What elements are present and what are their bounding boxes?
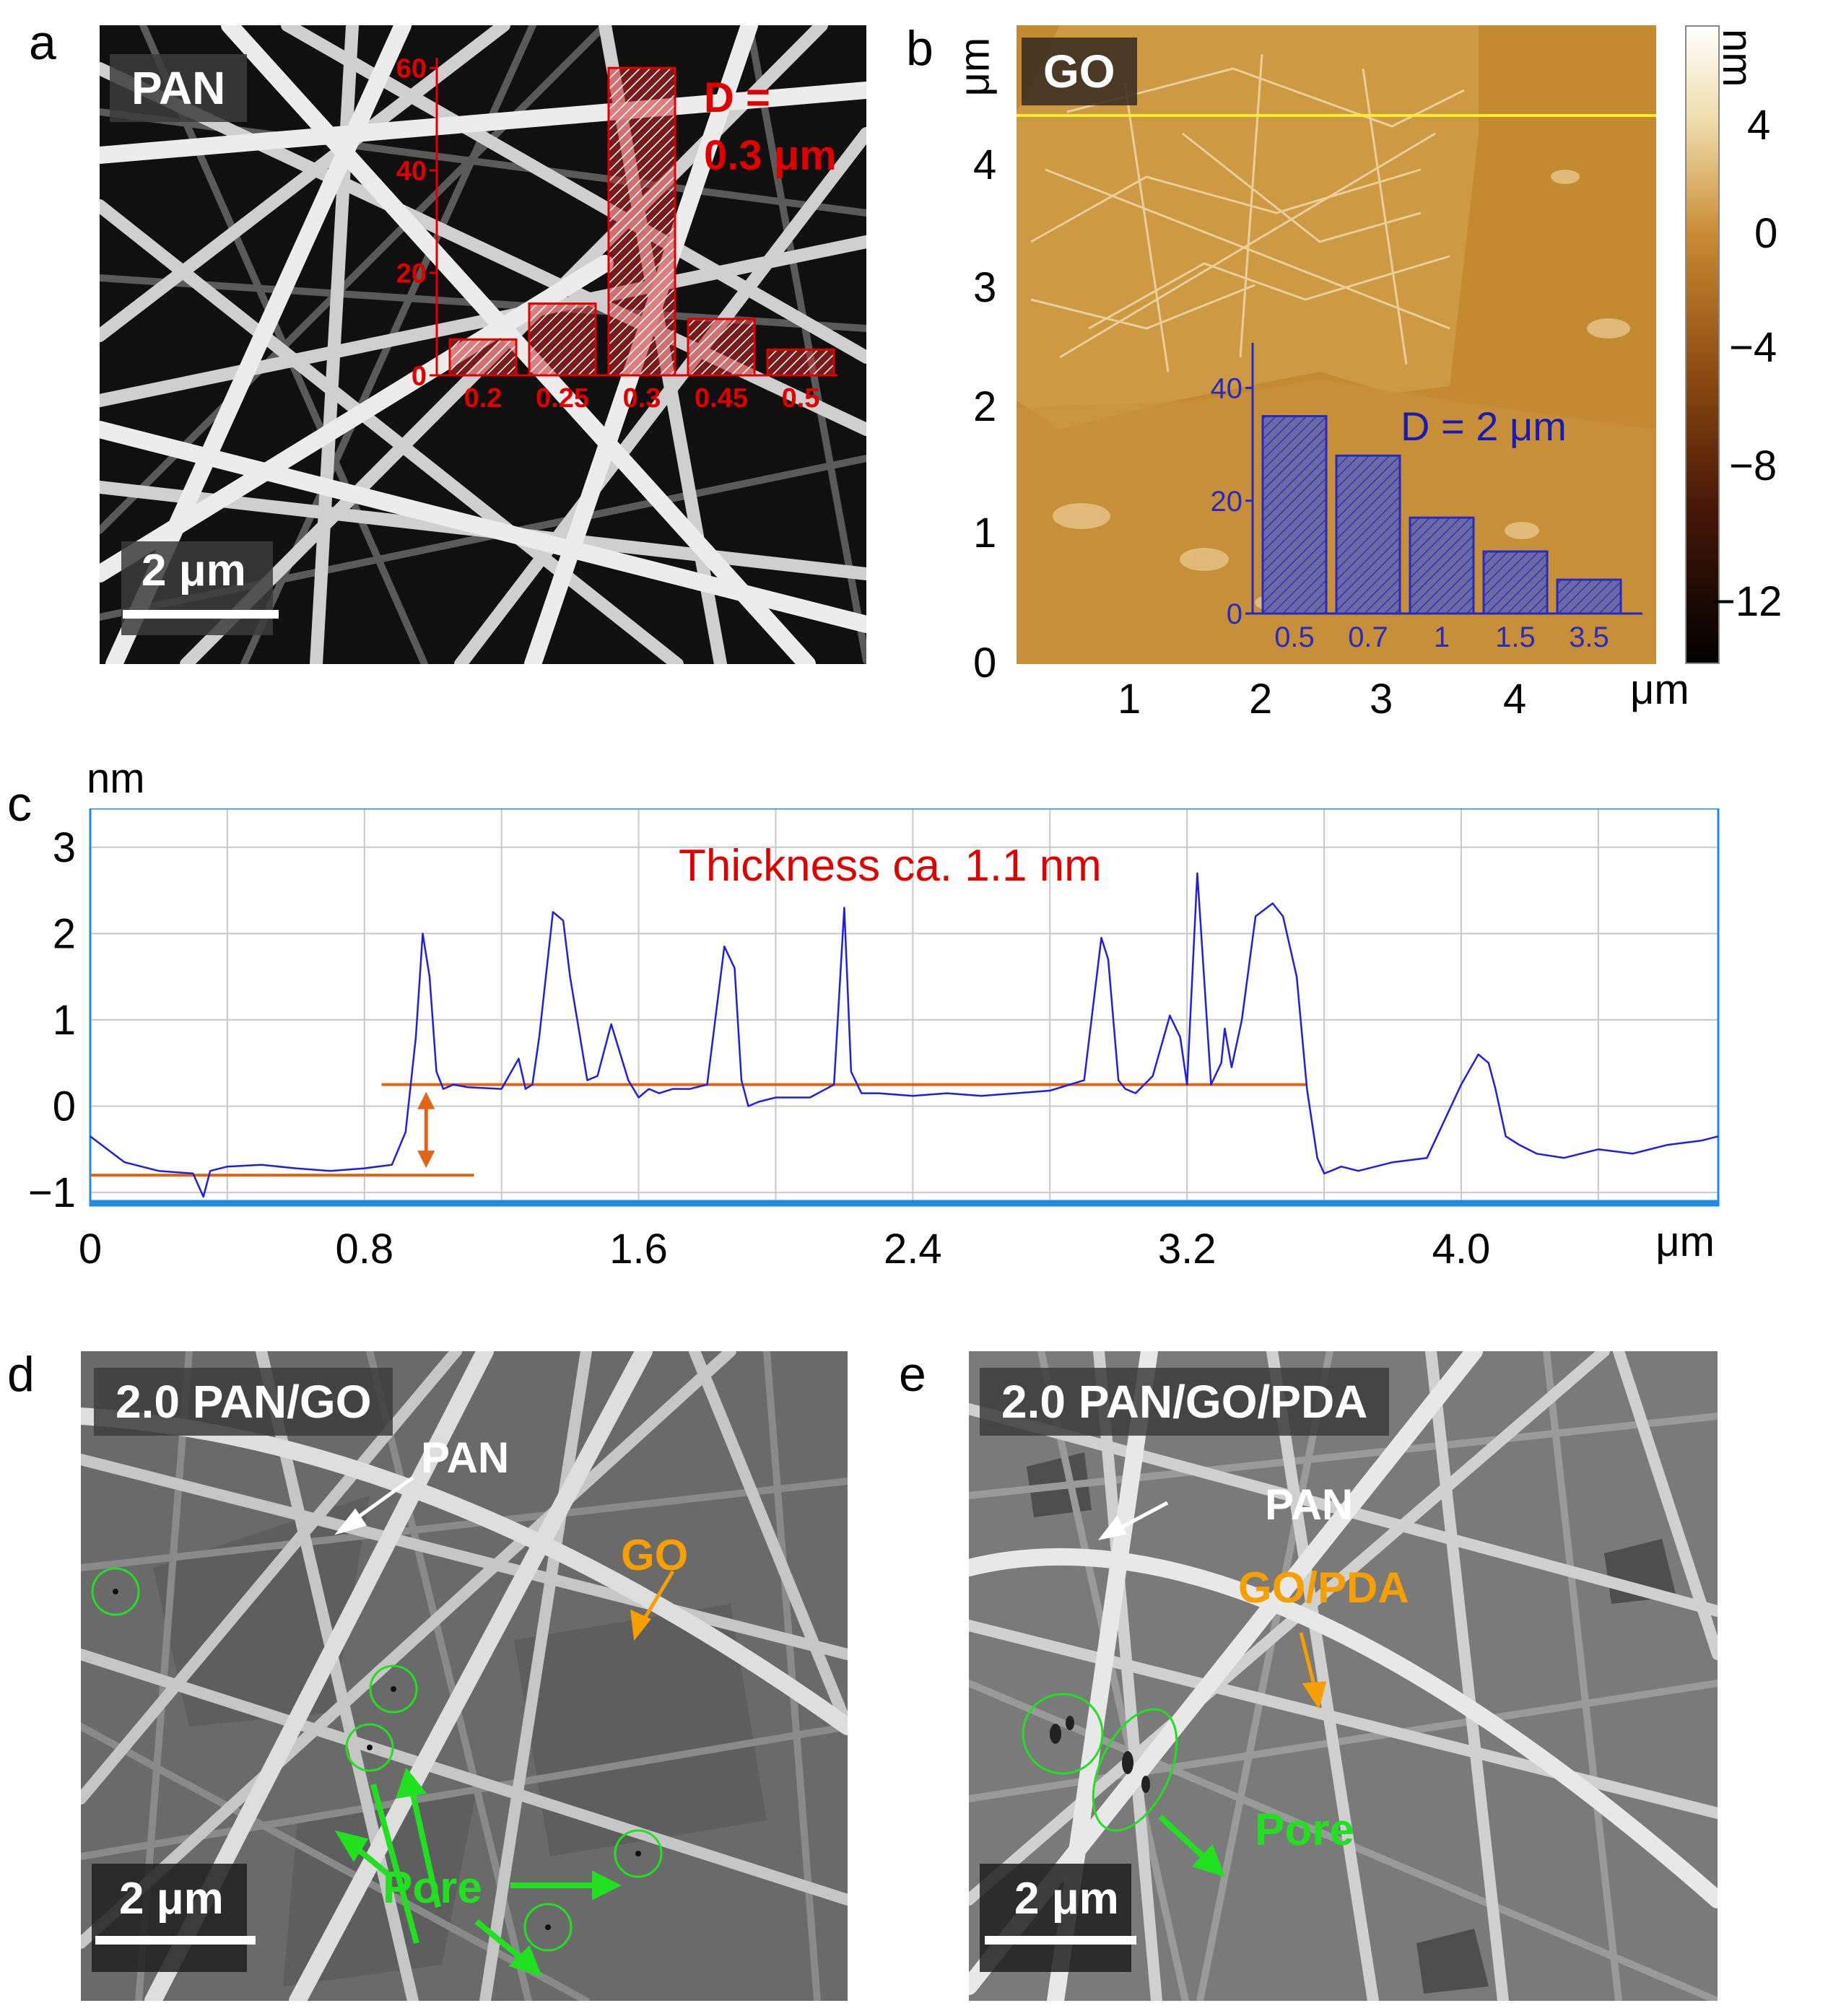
inset-bar xyxy=(766,349,835,377)
panel-b-colorbar-tick: −12 xyxy=(1711,578,1783,625)
inset-x-tick-label: 0.5 xyxy=(782,383,820,414)
profile-y-tick-label: 1 xyxy=(53,997,76,1044)
profile-x-tick-label: 0.8 xyxy=(335,1226,393,1273)
inset-bar xyxy=(1409,516,1475,615)
panel-e-letter: e xyxy=(899,1347,926,1402)
inset-x-tick-label: 1 xyxy=(1434,621,1450,653)
inset-y-tick-label: 40 xyxy=(1211,373,1243,405)
inset-y-tick-label: 20 xyxy=(1211,486,1243,518)
panel-b-colorbar-tick: −8 xyxy=(1729,442,1777,489)
panel-a-letter: a xyxy=(29,15,56,70)
panel-e-label: 2.0 PAN/GO/PDA xyxy=(980,1368,1390,1436)
panel-b-y-tick: 1 xyxy=(973,510,997,557)
panel-b-y-tick: 2 xyxy=(973,383,997,430)
inset-y-tick-label: 20 xyxy=(396,258,427,289)
panel-b-colorbar xyxy=(1685,25,1720,664)
panel-e-pore-label: Pore xyxy=(1255,1805,1354,1855)
panel-a-inset-annotation-line2: 0.3 μm xyxy=(704,132,837,179)
panel-b-y-unit: μm xyxy=(951,37,998,97)
panel-d-scale-bar-label: 2 μm xyxy=(119,1874,224,1924)
inset-x-tick-label: 3.5 xyxy=(1569,621,1609,653)
panel-b-y-tick: 3 xyxy=(973,264,997,311)
inset-bar xyxy=(1556,578,1622,615)
profile-x-tick-label: 4.0 xyxy=(1432,1226,1491,1273)
panel-b-colorbar-tick: −4 xyxy=(1729,324,1777,371)
panel-e-sem-image xyxy=(969,1351,1718,2001)
panel-b-afm-image xyxy=(1017,25,1656,664)
inset-y-tick-label: 0 xyxy=(412,361,427,391)
panel-b-colorbar-tick: 4 xyxy=(1747,102,1771,149)
profile-thickness-arrowhead xyxy=(417,1091,435,1109)
panel-d-pan-label: PAN xyxy=(421,1434,510,1482)
inset-x-tick-label: 0.45 xyxy=(695,383,748,414)
inset-bar xyxy=(1335,454,1401,615)
panel-b-x-tick: 2 xyxy=(1249,676,1273,723)
inset-y-tick-label: 0 xyxy=(1227,598,1242,630)
panel-b-label: GO xyxy=(1022,38,1137,105)
panel-d-label: 2.0 PAN/GO xyxy=(94,1368,393,1436)
inset-x-tick-label: 0.3 xyxy=(623,383,661,414)
panel-d-pore-label: Pore xyxy=(383,1863,482,1913)
panel-c-y-unit: nm xyxy=(87,755,145,802)
panel-b-inset-histogram: 0 20 40 0.5 0.7 1 1.5 3.5 D = 2 μm xyxy=(1211,343,1642,653)
profile-x-tick-label: 1.6 xyxy=(609,1226,668,1273)
profile-y-tick-label: 0 xyxy=(53,1083,76,1130)
profile-y-tick-label: 3 xyxy=(53,824,76,871)
panel-b-y-tick: 4 xyxy=(973,141,997,188)
inset-y-tick-label: 60 xyxy=(396,53,427,84)
profile-x-tick-label: 0 xyxy=(79,1226,102,1273)
panel-a-label: PAN xyxy=(110,54,248,122)
profile-x-unit: μm xyxy=(1655,1218,1715,1265)
panel-b-colorbar-tick: 0 xyxy=(1754,210,1778,257)
panel-b-inset-annotation: D = 2 μm xyxy=(1401,403,1567,449)
panel-b-x-tick: 4 xyxy=(1503,676,1527,723)
panel-a-inset-histogram: 0 20 40 60 0.2 0.25 0.3 0.45 0.5 D = 0.3 μm xyxy=(396,53,837,414)
inset-bar xyxy=(607,66,676,377)
panel-b-y-tick: 0 xyxy=(973,640,997,686)
profile-x-tick-label: 2.4 xyxy=(884,1226,942,1273)
inset-bar xyxy=(1482,550,1549,615)
profile-frame xyxy=(89,808,1720,1207)
panel-e-scale-bar-label: 2 μm xyxy=(1014,1874,1119,1924)
panel-a-scale-bar-label: 2 μm xyxy=(142,546,246,595)
panel-d-letter: d xyxy=(7,1347,35,1402)
profile-thickness-arrowhead xyxy=(417,1151,435,1169)
inset-x-tick-label: 0.25 xyxy=(536,383,589,414)
panel-e-pan-label: PAN xyxy=(1265,1480,1354,1529)
panel-c-annotation: Thickness ca. 1.1 nm xyxy=(679,841,1102,891)
inset-bar xyxy=(687,318,756,377)
inset-y-tick-label: 40 xyxy=(396,156,427,186)
panel-b-letter: b xyxy=(906,21,933,76)
panel-d-go-label: GO xyxy=(621,1531,689,1579)
inset-bar xyxy=(448,338,518,377)
inset-x-tick-label: 0.5 xyxy=(1274,621,1315,653)
panel-e-gopda-label: GO/PDA xyxy=(1238,1563,1409,1612)
panel-b-x-tick: 3 xyxy=(1370,676,1393,723)
inset-x-tick-label: 0.7 xyxy=(1348,621,1388,653)
panel-d-sem-image xyxy=(81,1351,848,2001)
panel-c-letter: c xyxy=(7,777,32,832)
profile-trace xyxy=(90,872,1719,1198)
inset-bar xyxy=(528,302,597,377)
panel-b-x-tick: 1 xyxy=(1118,676,1141,723)
inset-x-tick-label: 0.2 xyxy=(464,383,502,414)
panel-b-x-unit: μm xyxy=(1630,666,1689,713)
inset-x-tick-label: 1.5 xyxy=(1495,621,1536,653)
panel-b-colorbar-unit: nm xyxy=(1714,29,1761,87)
profile-y-tick-label: 2 xyxy=(53,910,76,957)
profile-x-tick-label: 3.2 xyxy=(1158,1226,1217,1273)
panel-a-inset-annotation-line1: D = xyxy=(704,74,770,121)
inset-bar xyxy=(1261,415,1328,615)
profile-y-tick-label: −1 xyxy=(28,1169,76,1216)
